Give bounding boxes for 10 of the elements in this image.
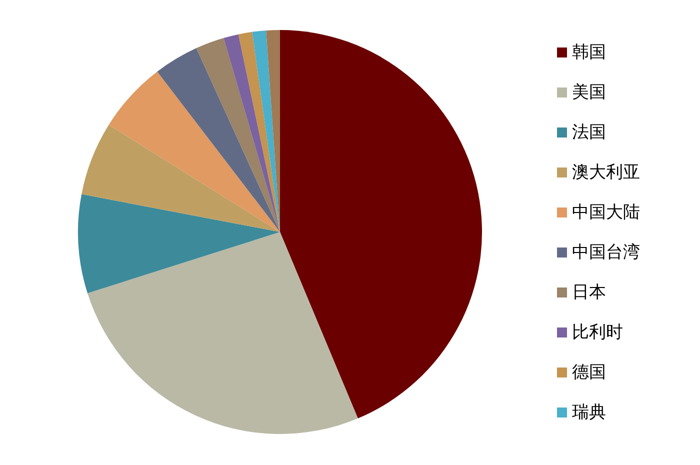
legend-label: 德国 — [572, 362, 606, 382]
legend-label: 澳大利亚 — [572, 162, 640, 182]
legend-label: 中国大陆 — [572, 202, 640, 222]
legend-label: 中国台湾 — [572, 242, 640, 262]
legend-label: 比利时 — [572, 322, 623, 342]
legend-label: 日本 — [572, 282, 606, 302]
legend-label: 韩国 — [572, 42, 606, 62]
legend-label: 法国 — [572, 122, 606, 142]
legend-label: 美国 — [572, 82, 606, 102]
legend-label: 瑞典 — [572, 402, 606, 422]
